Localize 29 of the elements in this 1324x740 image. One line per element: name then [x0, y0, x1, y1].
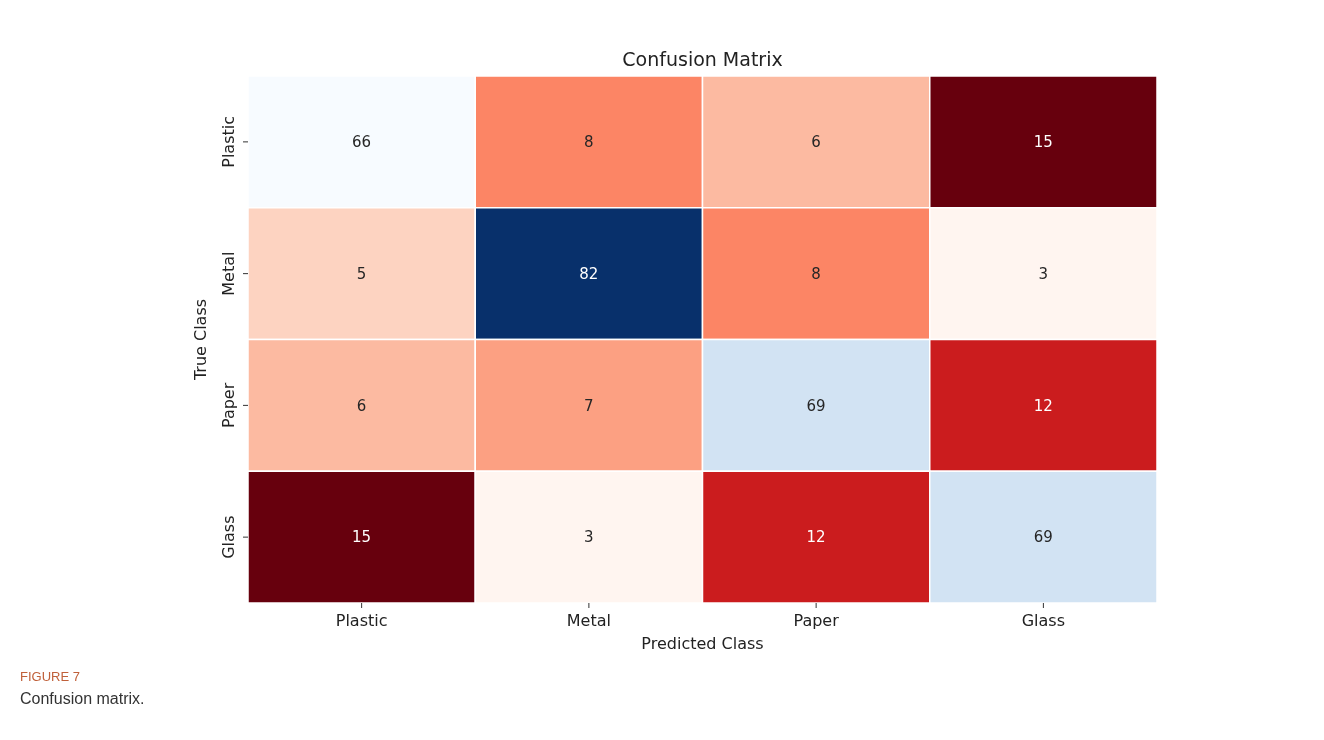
- chart-title: Confusion Matrix: [622, 48, 783, 70]
- text: Confusion matrix.: [20, 690, 145, 707]
- x-axis-title: Predicted Class: [641, 634, 764, 653]
- y-tick-label: Paper: [219, 382, 238, 429]
- x-tick-label: Paper: [793, 611, 840, 630]
- data-label: 12: [806, 528, 826, 547]
- data-label: 3: [1038, 264, 1049, 283]
- data-label: 69: [806, 396, 826, 415]
- y-tick-label: Metal: [219, 251, 238, 296]
- data-label: 8: [584, 133, 594, 152]
- data-label: 12: [1033, 396, 1053, 415]
- data-label: 7: [584, 396, 594, 415]
- data-label: 5: [356, 264, 367, 283]
- y-tick-label: Plastic: [219, 116, 238, 168]
- data-label: 8: [811, 264, 821, 283]
- data-label: 66: [352, 133, 372, 152]
- data-label: 69: [1033, 528, 1053, 547]
- data-label: 3: [584, 528, 594, 547]
- x-tick-label: Glass: [1021, 611, 1066, 630]
- y-axis-title: True Class: [191, 298, 210, 382]
- data-label: 82: [579, 264, 599, 283]
- data-label: 15: [352, 528, 372, 547]
- y-tick-label: Glass: [219, 515, 238, 559]
- data-label: 15: [1033, 133, 1053, 152]
- x-tick-label: Metal: [566, 611, 611, 630]
- data-label: 6: [811, 133, 821, 152]
- caption: FIGURE 7: [20, 669, 80, 684]
- x-tick-label: Plastic: [335, 611, 388, 630]
- data-label: 6: [356, 396, 367, 415]
